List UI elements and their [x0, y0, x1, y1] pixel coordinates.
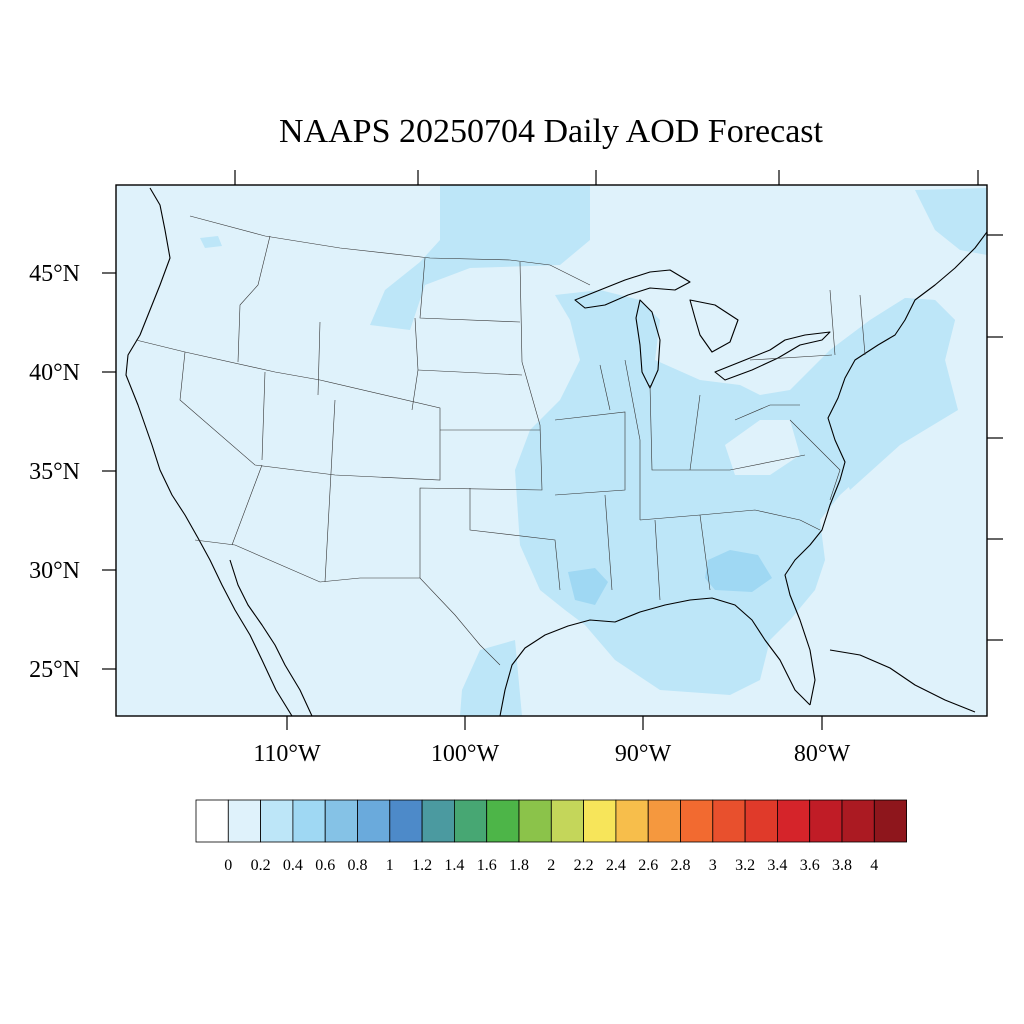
colorbar-box: [873, 799, 907, 843]
colorbar-label: 1.4: [444, 857, 464, 874]
colorbar-box: [550, 799, 584, 843]
colorbar: [195, 799, 907, 843]
state-lines-east: [604, 289, 866, 601]
colorbar-box: [453, 799, 488, 843]
colorbar-box: [292, 799, 326, 843]
colorbar-label: 4: [870, 857, 878, 874]
lat-label-45: 45°N: [29, 261, 80, 287]
colorbar-label: 1.8: [509, 857, 529, 874]
colorbar-box: [841, 799, 875, 843]
baja-coastline: [229, 559, 313, 716]
colorbar-box: [486, 799, 520, 843]
colorbar-label: 1.2: [412, 857, 432, 874]
colorbar-box: [518, 799, 552, 843]
florida-atlantic-coastline: [784, 231, 987, 706]
colorbar-box: [260, 799, 294, 843]
left-ticks: [102, 272, 116, 670]
colorbar-box: [227, 799, 262, 843]
colorbar-label: 2.4: [606, 857, 626, 874]
us-canada-border: [189, 215, 591, 286]
aod-region-atlantic-plume: [820, 298, 958, 490]
colorbar-labels: 0 0.2 0.4 0.6 0.8 1 1.2 1.4 1.6 1.8 2 2.2 2.4 2.6 2.8 3…: [224, 857, 878, 874]
aod-region-northeast-canada: [915, 188, 987, 255]
aod-region-louisiana-coast: [568, 568, 608, 605]
aod-region-south-texas: [460, 640, 522, 716]
colorbar-label: 2: [547, 857, 555, 874]
colorbar-label: 3: [709, 857, 717, 874]
lon-label-80w: 80°W: [794, 741, 851, 767]
colorbar-label: 0: [224, 857, 232, 874]
colorbar-box: [421, 799, 455, 843]
aod-region-northern-plains-plume: [370, 185, 590, 330]
great-lakes-superior: [574, 269, 691, 309]
lat-label-40: 40°N: [29, 360, 80, 386]
colorbar-box: [712, 799, 746, 843]
lat-label-30: 30°N: [29, 558, 80, 584]
great-lakes-huron: [689, 299, 739, 353]
pacific-coastline: [125, 187, 293, 716]
aod-region-appalachian-clean: [725, 420, 800, 475]
colorbar-label: 0.4: [283, 857, 303, 874]
gulf-coastline: [499, 597, 811, 716]
colorbar-box: [195, 799, 229, 843]
colorbar-label: 2.6: [638, 857, 658, 874]
colorbar-label: 2.2: [574, 857, 594, 874]
lat-label-25: 25°N: [29, 657, 80, 683]
colorbar-label: 1.6: [477, 857, 497, 874]
colorbar-label: 3.8: [832, 857, 852, 874]
state-lines-central: [417, 261, 641, 591]
aod-field: [200, 185, 987, 716]
lon-label-110w: 110°W: [253, 741, 321, 767]
colorbar-box: [777, 799, 811, 843]
us-mexico-border: [194, 539, 501, 666]
colorbar-box: [389, 799, 423, 843]
aod-region-georgia-florida: [705, 550, 772, 592]
colorbar-box: [647, 799, 681, 843]
great-lakes-erie-ontario: [714, 331, 831, 381]
colorbar-box: [583, 799, 617, 843]
top-ticks: [234, 170, 979, 185]
bottom-ticks: [286, 716, 823, 730]
colorbar-box: [357, 799, 391, 843]
colorbar-box: [809, 799, 843, 843]
colorbar-label: 3.4: [767, 857, 787, 874]
lon-label-90w: 90°W: [615, 741, 672, 767]
lat-label-35: 35°N: [29, 459, 80, 485]
colorbar-box: [324, 799, 358, 843]
colorbar-label: 1: [386, 857, 394, 874]
colorbar-label: 0.8: [348, 857, 368, 874]
state-boundaries: [135, 215, 866, 666]
colorbar-label: 0.6: [315, 857, 335, 874]
map-frame: [115, 184, 988, 717]
colorbar-label: 3.2: [735, 857, 755, 874]
coastlines: [125, 187, 987, 716]
cuba-coastline: [829, 649, 976, 713]
aod-region-washington: [200, 236, 222, 248]
colorbar-box: [744, 799, 778, 843]
map-title: NAAPS 20250704 Daily AOD Forecast: [279, 113, 824, 150]
colorbar-label: 0.2: [251, 857, 271, 874]
lon-label-100w: 100°W: [431, 741, 500, 767]
colorbar-box: [680, 799, 714, 843]
colorbar-label: 2.8: [671, 857, 691, 874]
colorbar-label: 3.6: [800, 857, 820, 874]
right-ticks: [987, 234, 1003, 641]
colorbar-box: [615, 799, 649, 843]
